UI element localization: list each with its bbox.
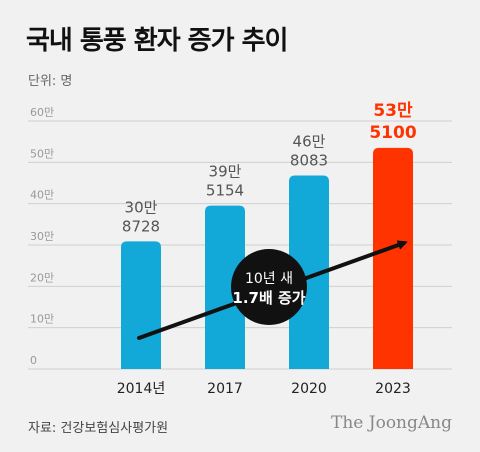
bar-value-label: 5154 [206,182,244,200]
y-tick-label: 0 [30,354,37,367]
bar-value-label: 39만 [209,163,242,181]
x-tick-label: 2017 [207,381,243,397]
brand-logo: The JoongAng [331,413,452,433]
bar-value-label: 46만 [293,133,326,151]
y-tick-label: 60만 [30,106,54,119]
chart-title: 국내 통풍 환자 증가 추이 [26,26,288,56]
y-tick-label: 20만 [30,271,54,284]
x-tick-label: 2023 [375,381,411,397]
bar-value-label: 30만 [125,198,158,216]
x-tick-label: 2020 [291,381,327,397]
growth-badge [231,249,307,325]
y-tick-label: 40만 [30,189,54,202]
bar [121,241,161,369]
bar-value-label: 5100 [369,123,416,143]
badge-text: 10년 새 [245,271,293,287]
bar-value-label: 8083 [290,152,328,170]
bar [373,147,413,369]
bar [289,175,329,369]
bar [205,205,245,369]
bar-value-label: 8728 [122,217,160,235]
unit-label: 단위: 명 [28,74,73,89]
bar-value-label: 53만 [373,101,413,121]
source-note: 자료: 건강보험심사평가원 [28,421,169,436]
x-tick-label: 2014년 [117,381,166,397]
y-tick-label: 10만 [30,313,54,326]
badge-text: 1.7배 증가 [232,289,305,307]
y-tick-label: 30만 [30,230,54,243]
y-tick-label: 50만 [30,147,54,160]
